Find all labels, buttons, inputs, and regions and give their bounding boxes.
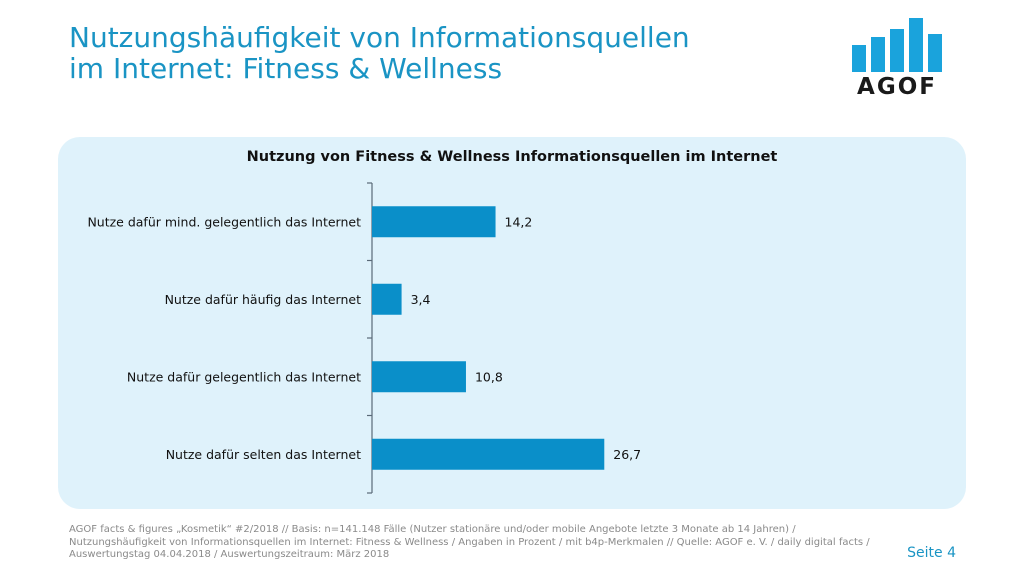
- page-title-line-1: Nutzungshäufigkeit von Informationsquell…: [69, 21, 690, 54]
- category-label: Nutze dafür selten das Internet: [166, 447, 361, 462]
- bar-chart: Nutze dafür mind. gelegentlich das Inter…: [87, 182, 641, 494]
- bar: [372, 206, 496, 238]
- value-label: 10,8: [475, 369, 503, 384]
- logo-text: AGOF: [857, 74, 937, 100]
- bar: [372, 283, 402, 315]
- category-label: Nutze dafür gelegentlich das Internet: [127, 369, 361, 384]
- source-note: AGOF facts & figures „Kosmetik“ #2/2018 …: [69, 524, 899, 562]
- value-label: 26,7: [613, 447, 641, 462]
- value-label: 3,4: [411, 292, 431, 307]
- logo-bar: [871, 37, 885, 72]
- logo-bar: [928, 34, 942, 72]
- page-number: Seite 4: [907, 545, 956, 561]
- category-label: Nutze dafür häufig das Internet: [165, 292, 362, 307]
- chart-panel: Nutzung von Fitness & Wellness Informati…: [58, 137, 966, 509]
- source-note-line-3: Auswertungstag 04.04.2018 / Auswertungsz…: [69, 549, 390, 560]
- page-title-line-2: im Internet: Fitness & Wellness: [69, 52, 503, 85]
- source-note-line-2: Nutzungshäufigkeit von Informationsquell…: [69, 536, 870, 548]
- logo-bar: [890, 29, 904, 72]
- category-label: Nutze dafür mind. gelegentlich das Inter…: [87, 214, 361, 229]
- logo-bar: [909, 18, 923, 72]
- logo-bars-icon: [852, 18, 942, 72]
- value-label: 14,2: [505, 214, 533, 229]
- page-title: Nutzungshäufigkeit von Informationsquell…: [69, 22, 829, 84]
- agof-logo: AGOF: [852, 18, 942, 100]
- chart-title: Nutzung von Fitness & Wellness Informati…: [246, 149, 778, 165]
- source-note-line-1: AGOF facts & figures „Kosmetik“ #2/2018 …: [69, 524, 796, 535]
- bar: [372, 361, 466, 393]
- logo-bar: [852, 45, 866, 72]
- bar: [372, 438, 605, 470]
